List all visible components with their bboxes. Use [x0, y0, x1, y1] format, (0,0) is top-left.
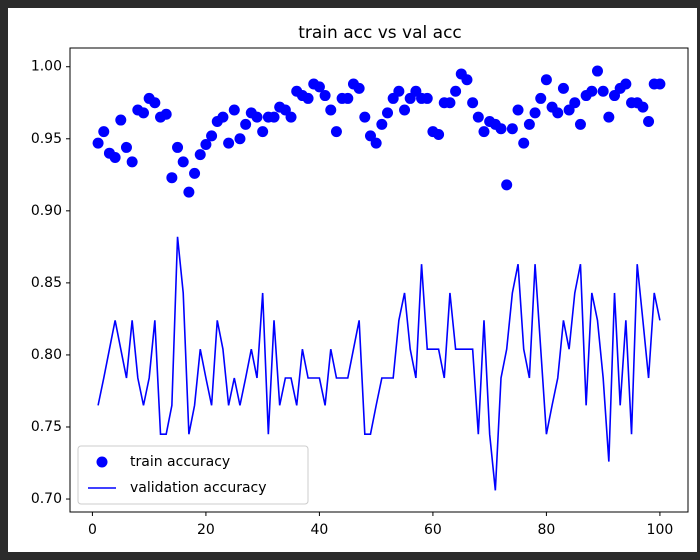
train-point: [512, 104, 524, 116]
train-point: [149, 97, 161, 109]
train-point: [234, 133, 246, 145]
train-point: [529, 107, 541, 119]
train-point: [376, 118, 388, 130]
legend-marker: [96, 456, 108, 468]
train-point: [393, 85, 405, 97]
train-point: [126, 156, 138, 168]
train-point: [552, 107, 564, 119]
y-tick-label: 0.90: [31, 203, 62, 219]
train-point: [370, 137, 382, 149]
train-point: [217, 111, 229, 123]
chart-title: train acc vs val acc: [298, 23, 462, 43]
train-point: [313, 81, 325, 93]
train-point: [643, 115, 655, 127]
train-point: [302, 92, 314, 104]
train-point: [506, 123, 518, 135]
train-point: [382, 107, 394, 119]
train-point: [603, 111, 615, 123]
validation-line: [97, 236, 661, 491]
train-point: [353, 82, 365, 94]
y-tick-label: 0.95: [31, 131, 62, 147]
train-point: [569, 97, 581, 109]
train-point: [177, 156, 189, 168]
train-point: [92, 137, 104, 149]
train-point: [518, 137, 530, 149]
train-point: [523, 118, 535, 130]
train-point: [194, 149, 206, 161]
y-tick-label: 0.80: [31, 347, 62, 363]
train-point: [200, 139, 212, 151]
train-point: [98, 126, 110, 138]
legend-box: [77, 445, 309, 505]
train-point: [399, 104, 411, 116]
train-point: [342, 92, 354, 104]
train-point: [189, 167, 201, 179]
train-point: [467, 97, 479, 109]
train-point: [183, 186, 195, 198]
legend-label: train accuracy: [130, 454, 230, 470]
train-point: [115, 114, 127, 126]
train-point: [325, 104, 337, 116]
train-point: [285, 111, 297, 123]
train-point: [637, 101, 649, 113]
train-point: [654, 78, 666, 90]
train-point: [495, 123, 507, 135]
train-point: [109, 152, 121, 164]
train-point: [160, 108, 172, 120]
x-tick-label: 80: [537, 522, 555, 538]
train-point: [166, 172, 178, 184]
train-point: [206, 130, 218, 142]
y-tick-label: 1.00: [31, 59, 62, 75]
train-point: [228, 104, 240, 116]
y-tick-label: 0.75: [31, 419, 62, 435]
train-point: [557, 82, 569, 94]
train-point: [330, 126, 342, 138]
x-tick-label: 60: [424, 522, 442, 538]
train-point: [223, 137, 235, 149]
train-point: [319, 90, 331, 102]
train-point: [461, 74, 473, 86]
train-point: [421, 92, 433, 104]
train-point: [478, 126, 490, 138]
train-point: [540, 74, 552, 86]
train-point: [433, 128, 445, 140]
train-point: [172, 141, 184, 153]
x-tick-label: 0: [88, 522, 97, 538]
train-point: [620, 78, 632, 90]
train-point: [535, 92, 547, 104]
train-point: [257, 126, 269, 138]
legend-label: validation accuracy: [130, 480, 267, 496]
y-tick-label: 0.70: [31, 491, 62, 507]
train-point: [501, 179, 513, 191]
train-point: [574, 118, 586, 130]
plot-frame: [69, 47, 689, 513]
x-tick-label: 100: [647, 522, 674, 538]
x-tick-label: 20: [197, 522, 215, 538]
train-point: [597, 85, 609, 97]
train-point: [251, 111, 263, 123]
train-point: [268, 111, 280, 123]
train-point: [444, 97, 456, 109]
train-point: [586, 85, 598, 97]
y-tick-label: 0.85: [31, 275, 62, 291]
train-point: [240, 118, 252, 130]
train-point: [120, 141, 132, 153]
train-point: [137, 107, 149, 119]
train-point: [359, 111, 371, 123]
train-point: [591, 65, 603, 77]
x-tick-label: 40: [310, 522, 328, 538]
train-point: [450, 85, 462, 97]
train-point: [472, 111, 484, 123]
